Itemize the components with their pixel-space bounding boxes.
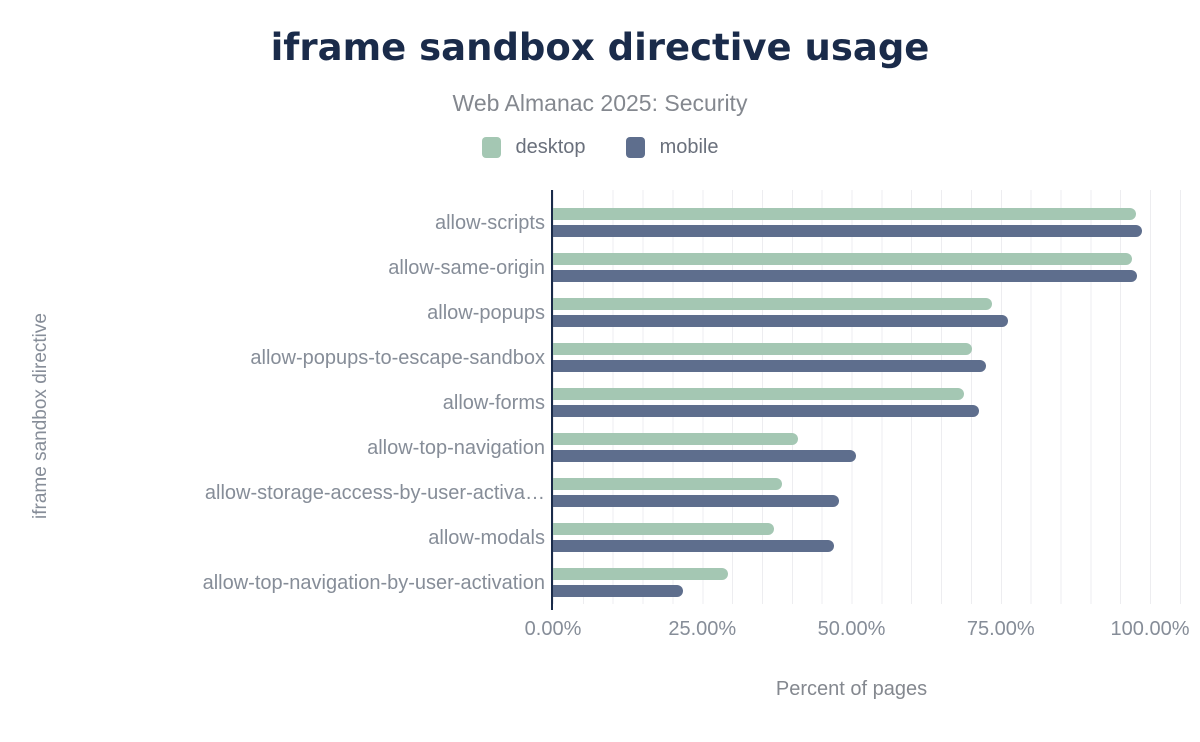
bar-mobile-allow-popups[interactable] — [553, 315, 1008, 327]
bar-desktop-allow-same-origin[interactable] — [553, 253, 1133, 265]
y-axis-line — [551, 190, 553, 610]
bar-mobile-allow-top-navigation[interactable] — [553, 450, 856, 462]
category-label: allow-top-navigation — [367, 436, 545, 459]
legend-swatch-mobile — [625, 137, 645, 158]
legend-swatch-desktop — [481, 137, 501, 158]
category-label: allow-forms — [442, 391, 545, 414]
legend-label: mobile — [659, 136, 719, 158]
category-label: allow-scripts — [434, 211, 545, 234]
legend-item-mobile[interactable]: mobile — [625, 136, 719, 159]
category-label: allow-popups-to-escape-sandbox — [250, 346, 545, 369]
x-tick-label: 75.00% — [966, 618, 1035, 640]
bar-mobile-allow-scripts[interactable] — [553, 225, 1143, 237]
bar-mobile-allow-same-origin[interactable] — [553, 270, 1137, 282]
category-label: allow-popups — [427, 301, 545, 324]
bar-desktop-allow-popups[interactable] — [553, 298, 992, 310]
legend-item-desktop[interactable]: desktop — [481, 136, 586, 159]
bar-desktop-allow-forms[interactable] — [553, 388, 964, 400]
bar-desktop-allow-storage-access-by-user-activation[interactable] — [553, 478, 783, 490]
bar-desktop-allow-top-navigation[interactable] — [553, 433, 798, 445]
chart-title: iframe sandbox directive usage — [270, 26, 930, 69]
plot-area — [551, 190, 1181, 610]
legend-label: desktop — [515, 136, 586, 158]
x-tick-label: 25.00% — [668, 618, 737, 640]
bar-desktop-allow-top-navigation-by-user-activation[interactable] — [553, 568, 728, 580]
chart-subtitle: Web Almanac 2025: Security — [452, 90, 748, 116]
category-label: allow-modals — [428, 526, 545, 549]
bar-mobile-allow-forms[interactable] — [553, 405, 979, 417]
bar-desktop-allow-modals[interactable] — [553, 523, 774, 535]
x-tick-label: 50.00% — [817, 618, 886, 640]
bar-desktop-allow-scripts[interactable] — [553, 208, 1137, 220]
bar-desktop-allow-popups-to-escape-sandbox[interactable] — [553, 343, 973, 355]
category-label: allow-top-navigation-by-user-activation — [202, 571, 545, 594]
bar-mobile-allow-top-navigation-by-user-activation[interactable] — [553, 585, 684, 597]
category-label: allow-same-origin — [388, 256, 545, 279]
bar-mobile-allow-popups-to-escape-sandbox[interactable] — [553, 360, 987, 372]
x-tick-label: 100.00% — [1110, 618, 1190, 640]
legend: desktop mobile — [0, 136, 1200, 159]
x-axis-title: Percent of pages — [775, 678, 928, 700]
category-label: allow-storage-access-by-user-activa… — [204, 481, 545, 504]
bar-mobile-allow-storage-access-by-user-activation[interactable] — [553, 495, 839, 507]
bar-mobile-allow-modals[interactable] — [553, 540, 834, 552]
x-tick-label: 0.00% — [524, 618, 582, 640]
